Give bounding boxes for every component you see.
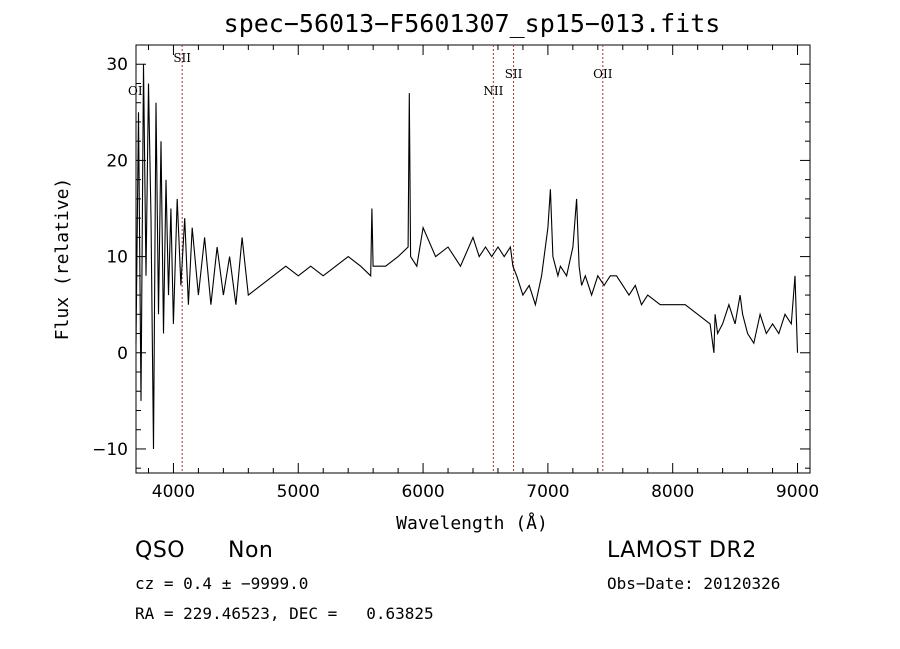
x-axis: 4000 5000 6000 7000 8000 9000 [147, 45, 819, 502]
x-tick-label: 5000 [277, 482, 320, 502]
y-tick-label: 10 [106, 248, 128, 268]
x-tick-label: 7000 [526, 482, 569, 502]
y-tick-label: −10 [92, 440, 128, 460]
edge-line-label: OI [128, 84, 143, 98]
spectrum-line [135, 64, 799, 450]
y-tick-label: 30 [106, 55, 128, 75]
object-subclass: Non [228, 538, 274, 563]
x-tick-label: 6000 [401, 482, 444, 502]
y-axis-label: Flux (relative) [52, 178, 73, 341]
y-tick-label: 20 [106, 151, 128, 171]
reference-line-label: SII [173, 51, 191, 65]
x-tick-label: 8000 [651, 482, 694, 502]
survey-name: LAMOST DR2 [607, 538, 757, 563]
plot-frame [135, 44, 811, 474]
redshift-text: cz = 0.4 ± −9999.0 [135, 574, 309, 593]
object-class: QSO [135, 538, 186, 563]
reference-line-label: OII [593, 67, 613, 81]
y-tick-label: 0 [117, 344, 128, 364]
chart-title: spec−56013−F5601307_sp15−013.fits [224, 9, 721, 38]
x-tick-label: 9000 [776, 482, 819, 502]
reference-line-label: NII [483, 84, 503, 98]
obs-date: Obs−Date: 20120326 [607, 574, 781, 593]
x-tick-label: 4000 [152, 482, 195, 502]
x-axis-label: Wavelength (Å) [396, 512, 548, 534]
reference-line-label: SII [505, 67, 523, 81]
y-axis: −10 0 10 20 30 [92, 44, 810, 469]
coordinates-text: RA = 229.46523, DEC = 0.63825 [135, 604, 434, 623]
